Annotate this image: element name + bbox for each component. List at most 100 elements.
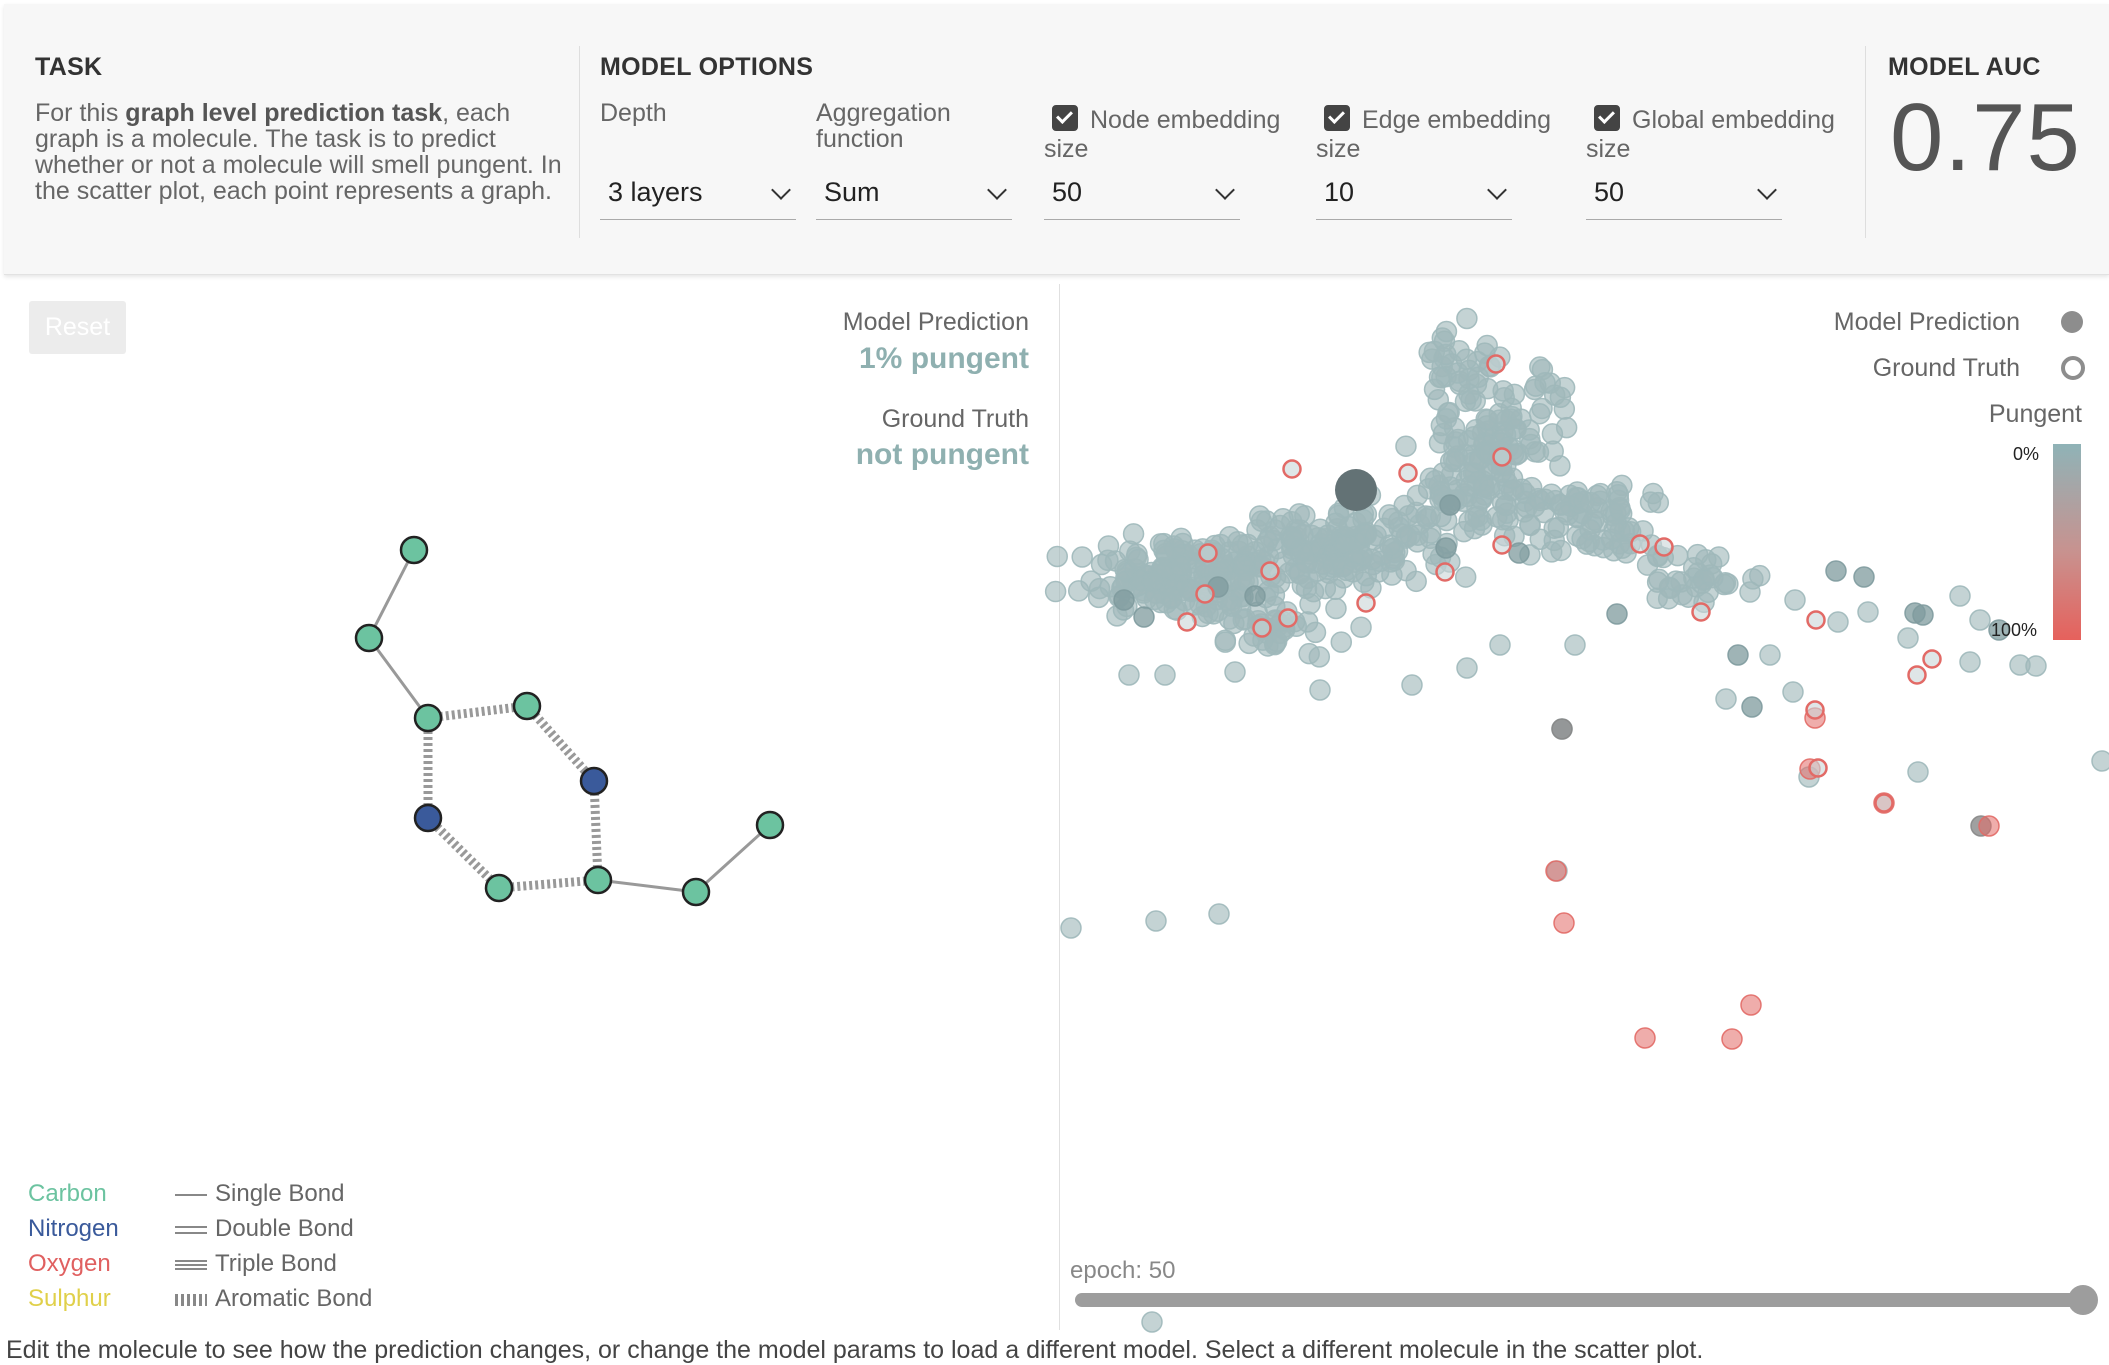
node-embedding-select[interactable]: 50 — [1044, 169, 1240, 220]
graph-point[interactable] — [1488, 403, 1511, 425]
edge-embedding-select[interactable]: 10 — [1316, 169, 1512, 220]
graph-point[interactable] — [1145, 910, 1167, 932]
graph-point[interactable] — [1740, 994, 1762, 1016]
graph-point[interactable] — [1317, 524, 1339, 546]
graph-point[interactable] — [1435, 320, 1458, 343]
graph-point[interactable] — [1208, 903, 1230, 925]
graph-point[interactable] — [1418, 341, 1440, 364]
graph-point[interactable] — [1044, 580, 1067, 603]
graph-point[interactable] — [1782, 681, 1804, 703]
graph-point[interactable] — [1553, 912, 1575, 934]
graph-point[interactable] — [1154, 664, 1176, 686]
graph-point[interactable] — [1489, 634, 1511, 656]
graph-point[interactable] — [1439, 494, 1461, 516]
graph-point[interactable] — [1122, 523, 1145, 545]
graph-point-pungent-truth[interactable] — [1907, 665, 1927, 685]
graph-point[interactable] — [1127, 548, 1149, 571]
graph-point[interactable] — [1361, 548, 1383, 571]
graph-point[interactable] — [1395, 435, 1417, 457]
graph-point-pungent-truth[interactable] — [1278, 608, 1298, 628]
graph-point-pungent-truth[interactable] — [1195, 584, 1215, 604]
graph-point[interactable] — [1695, 549, 1717, 571]
carbon-atom[interactable] — [399, 535, 429, 565]
graph-point[interactable] — [1281, 527, 1304, 549]
graph-point[interactable] — [1825, 560, 1847, 582]
graph-point[interactable] — [1299, 593, 1321, 615]
single-bond[interactable] — [694, 823, 772, 894]
reset-button[interactable]: Reset — [29, 301, 126, 354]
graph-point[interactable] — [1460, 475, 1482, 497]
carbon-atom[interactable] — [413, 703, 443, 733]
graph-point[interactable] — [1442, 448, 1465, 471]
graph-point[interactable] — [1784, 589, 1806, 611]
aromatic-bond[interactable] — [523, 703, 598, 784]
graph-point-pungent-truth[interactable] — [1805, 700, 1825, 720]
carbon-atom[interactable] — [681, 877, 711, 907]
graph-point[interactable] — [1133, 606, 1155, 628]
graph-point[interactable] — [1067, 580, 1090, 602]
epoch-slider-handle[interactable] — [2068, 1285, 2098, 1315]
graph-point[interactable] — [1827, 611, 1849, 633]
graph-point[interactable] — [1342, 561, 1364, 583]
graph-point[interactable] — [1141, 1311, 1163, 1333]
graph-point[interactable] — [1495, 494, 1517, 516]
selected-graph-point[interactable] — [1335, 469, 1377, 511]
graph-point[interactable] — [1721, 1028, 1743, 1050]
graph-point[interactable] — [1265, 630, 1288, 653]
graph-point[interactable] — [1435, 408, 1458, 430]
graph-point-pungent-truth[interactable] — [1177, 612, 1197, 632]
graph-point[interactable] — [1715, 688, 1737, 710]
graph-point-pungent-truth[interactable] — [1806, 610, 1826, 630]
aromatic-bond[interactable] — [498, 875, 599, 893]
single-bond[interactable] — [597, 878, 697, 894]
graph-point[interactable] — [1214, 631, 1237, 653]
graph-point[interactable] — [1097, 535, 1120, 557]
graph-point[interactable] — [1748, 564, 1771, 587]
graph-point[interactable] — [2091, 750, 2109, 772]
graph-point[interactable] — [1378, 504, 1400, 526]
graph-point[interactable] — [1564, 634, 1586, 656]
graph-point[interactable] — [1551, 718, 1573, 740]
carbon-atom[interactable] — [354, 623, 384, 653]
graph-point-pungent-truth[interactable] — [1492, 535, 1512, 555]
graph-point[interactable] — [1907, 761, 1929, 783]
graph-point[interactable] — [1857, 601, 1879, 623]
graph-point[interactable] — [1238, 632, 1260, 655]
graph-point[interactable] — [1534, 372, 1556, 394]
graph-point-pungent-truth[interactable] — [1198, 543, 1218, 563]
graph-point[interactable] — [1527, 441, 1550, 463]
graph-point-pungent-truth[interactable] — [1874, 793, 1894, 813]
graph-point-pungent-truth[interactable] — [1630, 534, 1650, 554]
graph-point[interactable] — [1904, 602, 1926, 624]
single-bond[interactable] — [367, 549, 416, 639]
nitrogen-atom[interactable] — [413, 803, 443, 833]
graph-point-pungent-truth[interactable] — [1260, 561, 1280, 581]
graph-point[interactable] — [1454, 566, 1477, 588]
graph-point[interactable] — [1401, 674, 1423, 696]
aromatic-bond[interactable] — [589, 780, 603, 881]
graph-point[interactable] — [1647, 491, 1670, 514]
graph-point[interactable] — [1455, 348, 1478, 370]
graph-point[interactable] — [1988, 619, 2010, 641]
graph-point[interactable] — [1518, 419, 1540, 441]
graph-point[interactable] — [1657, 587, 1680, 610]
carbon-atom[interactable] — [583, 865, 613, 895]
graph-point[interactable] — [1338, 515, 1360, 538]
graph-point[interactable] — [1291, 574, 1314, 597]
graph-point[interactable] — [1406, 531, 1429, 553]
graph-point[interactable] — [1395, 559, 1417, 582]
graph-point[interactable] — [2025, 655, 2047, 677]
graph-point[interactable] — [1220, 595, 1243, 617]
graph-point-pungent-truth[interactable] — [1282, 459, 1302, 479]
graph-point-pungent-truth[interactable] — [1252, 618, 1272, 638]
graph-point[interactable] — [1350, 616, 1372, 638]
graph-point[interactable] — [1071, 546, 1093, 568]
graph-point-pungent-truth[interactable] — [1808, 758, 1828, 778]
graph-point[interactable] — [1113, 589, 1135, 611]
graph-point[interactable] — [1605, 512, 1628, 535]
graph-point[interactable] — [1060, 917, 1082, 939]
embedding-scatter-plot[interactable] — [0, 0, 2109, 1336]
graph-point[interactable] — [1549, 386, 1572, 408]
graph-point[interactable] — [1330, 631, 1353, 653]
aromatic-bond[interactable] — [427, 701, 528, 723]
